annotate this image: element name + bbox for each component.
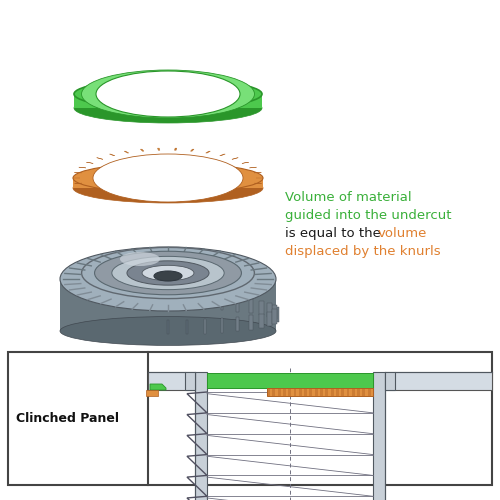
Bar [357, 388, 360, 396]
Bar [236, 317, 239, 332]
Text: is equal to the: is equal to the [285, 227, 385, 240]
Ellipse shape [82, 248, 254, 298]
Bar [320, 388, 323, 396]
Text: volume: volume [378, 227, 428, 240]
Ellipse shape [94, 251, 242, 295]
Bar [310, 388, 312, 396]
Ellipse shape [142, 266, 194, 280]
Bar [236, 298, 239, 312]
Bar [385, 372, 395, 390]
Bar [352, 388, 354, 396]
Bar [294, 388, 296, 396]
Bar [304, 388, 307, 396]
Bar [326, 388, 328, 396]
Polygon shape [242, 162, 249, 164]
Polygon shape [250, 167, 256, 168]
Polygon shape [232, 158, 238, 159]
Ellipse shape [93, 154, 243, 202]
Bar [330, 388, 334, 396]
Polygon shape [96, 158, 103, 159]
Bar [272, 310, 277, 324]
Text: displaced by the knurls: displaced by the knurls [285, 245, 440, 258]
Polygon shape [86, 162, 93, 164]
Bar [267, 312, 272, 326]
Bar [167, 294, 169, 308]
Polygon shape [140, 149, 144, 151]
Ellipse shape [120, 252, 160, 266]
Bar [186, 294, 188, 309]
Polygon shape [150, 384, 166, 390]
Bar [288, 388, 291, 396]
Bar [274, 307, 278, 322]
Bar [299, 388, 302, 396]
Text: guided into the undercut: guided into the undercut [285, 209, 452, 222]
Bar [260, 314, 264, 328]
Bar [8, 352, 492, 485]
Bar [249, 316, 252, 330]
Ellipse shape [60, 316, 276, 346]
Bar [267, 388, 270, 396]
Bar [204, 319, 206, 334]
Ellipse shape [154, 271, 182, 281]
Bar [267, 303, 272, 317]
Bar [207, 373, 373, 388]
Ellipse shape [127, 261, 209, 285]
Ellipse shape [82, 70, 254, 118]
Polygon shape [110, 154, 115, 156]
Bar [74, 94, 262, 108]
Bar [385, 372, 492, 390]
Bar [195, 372, 207, 500]
Polygon shape [124, 151, 129, 153]
Bar [249, 299, 252, 314]
Polygon shape [158, 148, 160, 150]
Text: Clinched Panel: Clinched Panel [16, 412, 119, 425]
Bar [267, 388, 373, 396]
Polygon shape [190, 149, 194, 151]
Bar [221, 296, 223, 310]
Bar [346, 388, 350, 396]
Bar [336, 388, 339, 396]
Text: Volume of material: Volume of material [285, 191, 412, 204]
Bar [186, 320, 188, 334]
Ellipse shape [73, 173, 263, 203]
Bar [220, 318, 223, 332]
Bar [362, 388, 366, 396]
Ellipse shape [60, 247, 276, 311]
Bar [283, 388, 286, 396]
Polygon shape [79, 167, 86, 168]
Bar [60, 279, 276, 331]
Polygon shape [174, 148, 177, 150]
Ellipse shape [112, 256, 224, 290]
Polygon shape [206, 151, 210, 153]
Bar [272, 305, 277, 320]
Ellipse shape [74, 79, 262, 109]
Bar [272, 388, 275, 396]
Bar [278, 388, 280, 396]
Bar [185, 372, 195, 390]
Polygon shape [220, 154, 226, 156]
Ellipse shape [96, 71, 240, 117]
Bar [73, 178, 263, 188]
Bar [167, 320, 168, 334]
Bar [148, 372, 195, 390]
Bar [373, 372, 385, 500]
Bar [314, 388, 318, 396]
Bar [146, 390, 158, 396]
Bar [260, 301, 264, 315]
Bar [341, 388, 344, 396]
Ellipse shape [74, 93, 262, 123]
Ellipse shape [73, 163, 263, 193]
Bar [368, 388, 370, 396]
Bar [204, 295, 206, 310]
